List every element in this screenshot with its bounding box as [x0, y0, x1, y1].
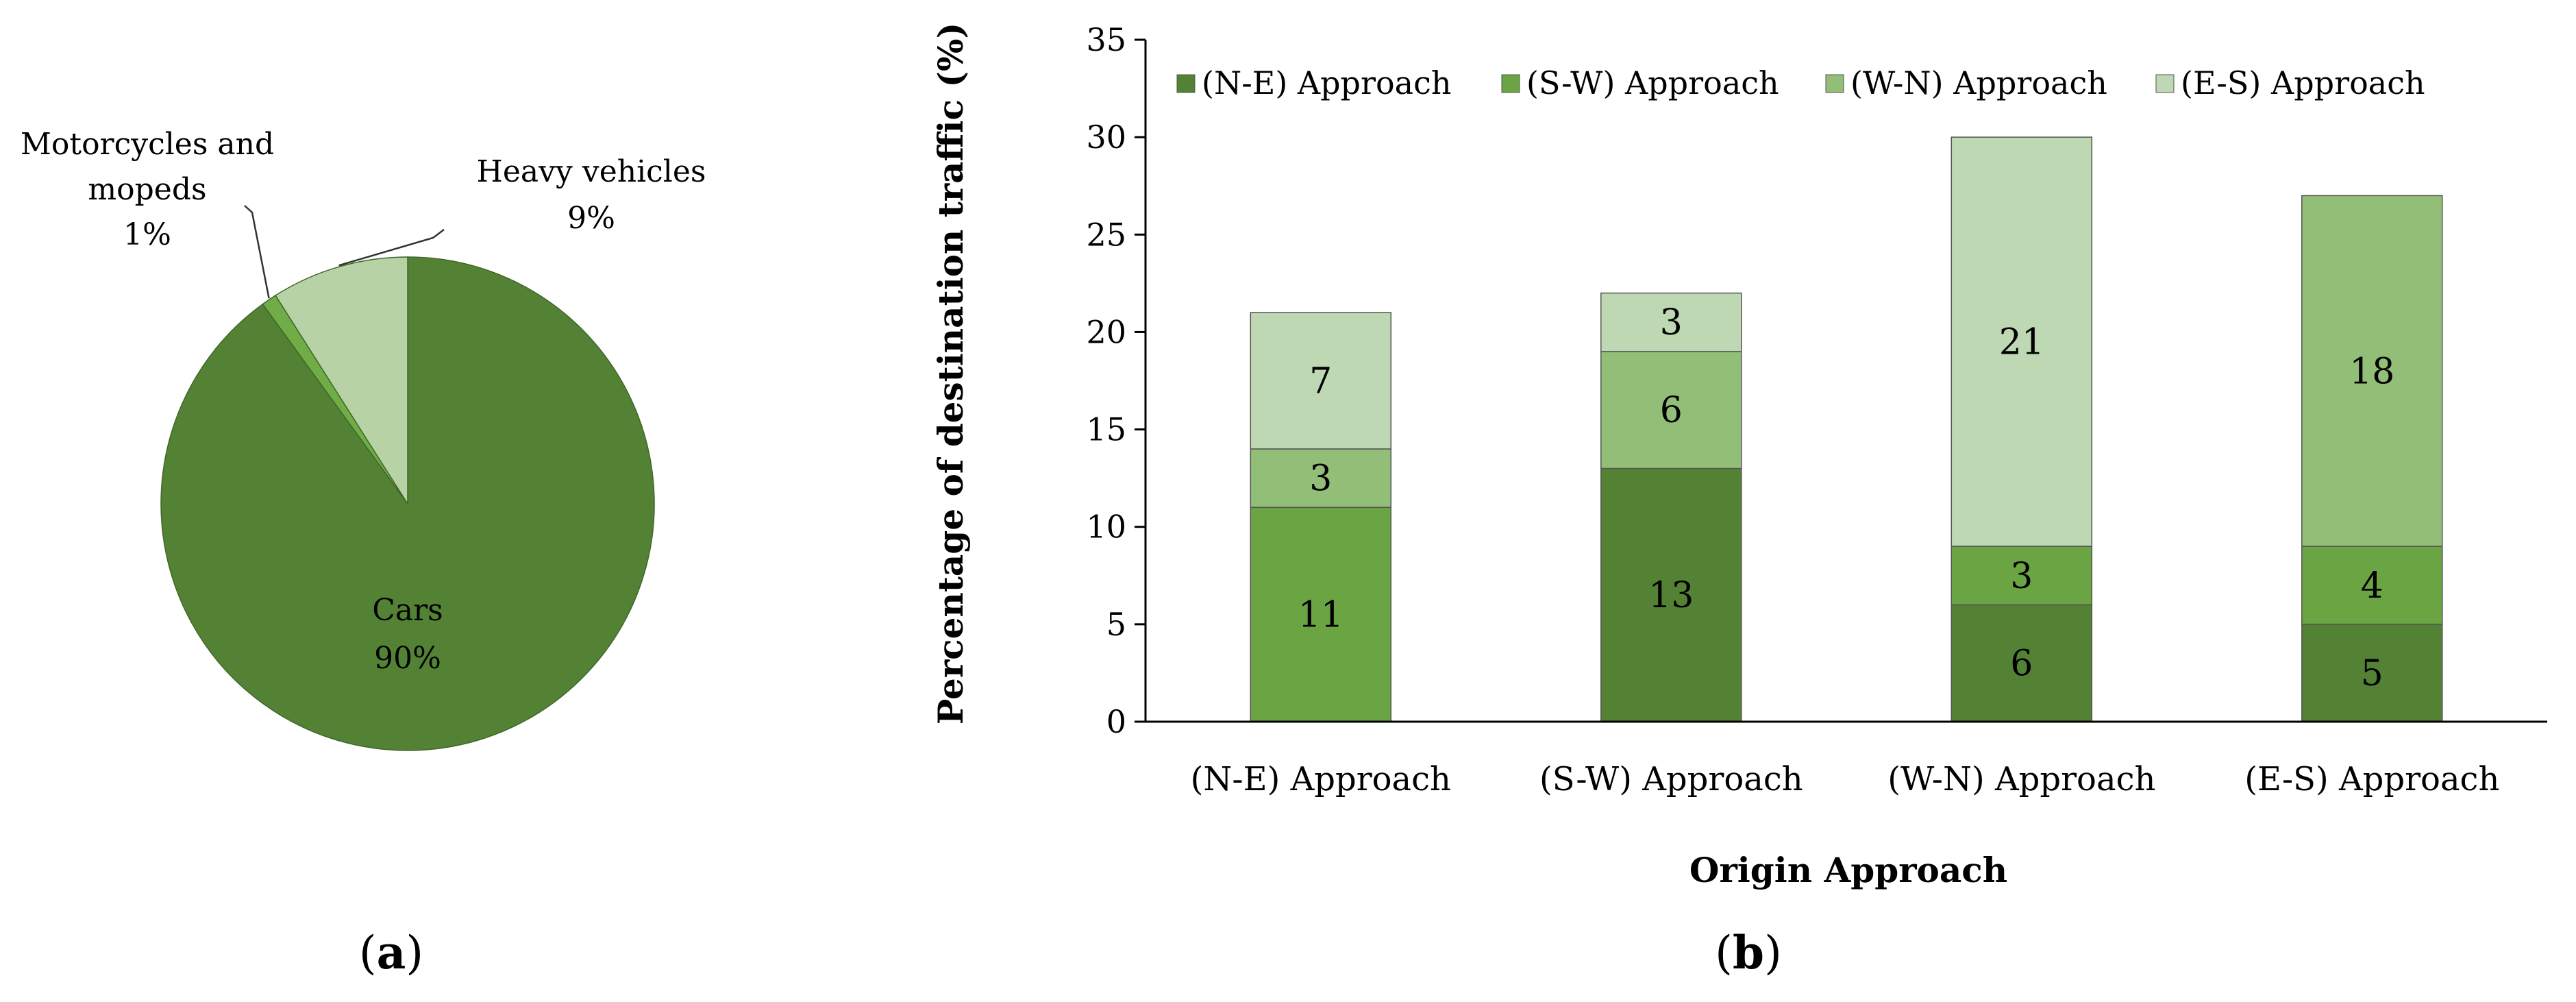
pie-value-motorcycles: 1%	[123, 217, 171, 252]
data-label: 21	[1999, 322, 2044, 363]
bar-segment-n-e-approach-e-s-approach	[1250, 312, 1392, 450]
data-label: 3	[1309, 459, 1332, 500]
data-label: 5	[2361, 653, 2383, 694]
data-label: 13	[1648, 575, 1694, 616]
y-tick-label: 10	[1086, 509, 1126, 546]
data-label: 6	[2010, 644, 2033, 685]
pie-slice-heavy-vehicles	[275, 256, 408, 506]
data-label: 11	[1298, 595, 1343, 636]
x-axis-ticks: (N-E) Approach (S-W) Approach (W-N) Approa…	[1144, 720, 2547, 798]
y-axis-title: Percentage of destination traffic (%)	[930, 23, 971, 724]
pie-label-heavy-vehicles: Heavy vehicles	[477, 154, 706, 189]
stacked-bar-chart: 0 5 10 15 20 25 30 35 11 3 7 13 6 3 6 3 21 5 4 18 (N-E) Ap…	[930, 21, 2547, 890]
legend-label-w-n-approach: (W-N) Approach	[1850, 64, 2107, 101]
y-tick-label: 30	[1086, 119, 1126, 156]
x-axis-title: Origin Approach	[1689, 850, 2007, 890]
bar-segment-w-n-approach-n-e-approach	[1950, 604, 2093, 722]
bar-segment-n-e-approach-w-n-approach	[1250, 448, 1392, 509]
data-label: 3	[2010, 556, 2033, 597]
leader-line-heavy-vehicles	[338, 229, 445, 267]
bar-segment-e-s-approach-s-w-approach	[2301, 546, 2443, 625]
legend-swatch-e-s-approach	[2155, 74, 2175, 93]
bar-segment-e-s-approach-w-n-approach	[2301, 195, 2443, 547]
bar-segment-n-e-approach-s-w-approach	[1250, 506, 1392, 722]
pie-label-cars: Cars	[372, 593, 443, 628]
data-label: 4	[2361, 565, 2383, 607]
bars: 11 3 7 13 6 3 6 3 21 5 4 18	[1250, 136, 2443, 722]
bar-segment-e-s-approach-n-e-approach	[2301, 624, 2443, 722]
bar-segment-s-w-approach-e-s-approach	[1600, 292, 1742, 352]
legend-swatch-w-n-approach	[1825, 74, 1844, 93]
pie-value-cars: 90%	[374, 641, 441, 676]
pie-labels: Cars 90% Motorcycles and mopeds 1% Heavy vehi…	[21, 127, 706, 676]
data-label: 3	[1660, 302, 1683, 343]
panel-label-b: (b)	[1715, 926, 1782, 979]
legend-swatch-s-w-approach	[1501, 74, 1520, 93]
panel-label-a: (a)	[359, 926, 423, 979]
x-tick-label: (W-N) Approach	[1887, 760, 2155, 798]
x-tick-label: (S-W) Approach	[1539, 760, 1803, 798]
y-tick-label: 15	[1086, 411, 1126, 448]
data-label: 7	[1309, 361, 1332, 402]
legend: (N-E) Approach (S-W) Approach (W-N) Approa…	[1176, 64, 2425, 101]
legend-label-e-s-approach: (E-S) Approach	[2181, 64, 2425, 101]
legend-swatch-n-e-approach	[1176, 74, 1196, 93]
y-tick-label: 35	[1086, 21, 1126, 58]
legend-label-n-e-approach: (N-E) Approach	[1202, 64, 1452, 101]
pie-label-motorcycles-line1: Motorcycles and	[21, 127, 274, 162]
bar-segment-w-n-approach-e-s-approach	[1950, 136, 2093, 547]
pie-value-heavy-vehicles: 9%	[567, 201, 615, 236]
x-tick-label: (N-E) Approach	[1191, 760, 1451, 798]
x-tick-label: (E-S) Approach	[2244, 760, 2499, 798]
y-tick-label: 20	[1086, 313, 1126, 350]
y-tick-label: 0	[1106, 703, 1126, 740]
pie-label-motorcycles-line2: mopeds	[88, 172, 206, 207]
data-label: 18	[2349, 351, 2394, 392]
legend-label-s-w-approach: (S-W) Approach	[1526, 64, 1779, 101]
y-axis-ticks: 0 5 10 15 20 25 30 35	[1086, 21, 1147, 740]
y-tick-label: 5	[1106, 606, 1126, 643]
leader-line-motorcycles	[244, 205, 270, 299]
bar-segment-w-n-approach-s-w-approach	[1950, 546, 2093, 606]
y-tick-label: 25	[1086, 216, 1126, 253]
bar-segment-s-w-approach-n-e-approach	[1600, 467, 1742, 722]
data-label: 6	[1660, 390, 1683, 431]
pie-chart	[160, 256, 655, 751]
